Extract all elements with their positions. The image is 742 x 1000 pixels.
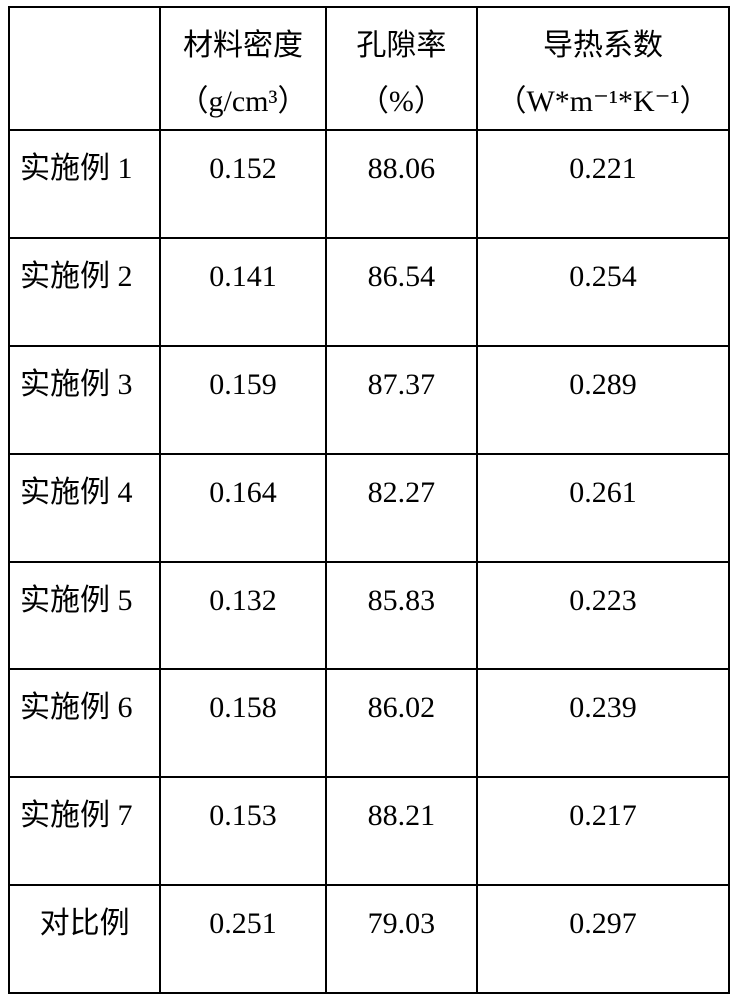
cell-porosity: 86.02 <box>326 669 477 777</box>
col-header-density-l2: （g/cm³） <box>167 74 319 130</box>
cell-porosity: 79.03 <box>326 885 477 993</box>
cell-porosity: 86.54 <box>326 238 477 346</box>
table-row: 实施例 1 0.152 88.06 0.221 <box>9 130 729 238</box>
row-label: 实施例 7 <box>9 777 160 885</box>
table-row: 实施例 5 0.132 85.83 0.223 <box>9 562 729 670</box>
table-row: 实施例 7 0.153 88.21 0.217 <box>9 777 729 885</box>
table-row: 实施例 4 0.164 82.27 0.261 <box>9 454 729 562</box>
cell-density: 0.251 <box>160 885 326 993</box>
cell-thermal: 0.223 <box>477 562 729 670</box>
row-label: 对比例 <box>9 885 160 993</box>
col-header-thermal-l1: 导热系数 <box>484 18 722 74</box>
cell-porosity: 87.37 <box>326 346 477 454</box>
col-header-density-l1: 材料密度 <box>167 18 319 74</box>
cell-thermal: 0.239 <box>477 669 729 777</box>
table-row: 实施例 3 0.159 87.37 0.289 <box>9 346 729 454</box>
cell-density: 0.141 <box>160 238 326 346</box>
page: 材料密度 （g/cm³） 孔隙率 （%） 导热系数 （W*m⁻¹*K⁻¹） 实施… <box>0 0 742 1000</box>
cell-density: 0.152 <box>160 130 326 238</box>
cell-thermal: 0.261 <box>477 454 729 562</box>
cell-density: 0.164 <box>160 454 326 562</box>
table-row: 对比例 0.251 79.03 0.297 <box>9 885 729 993</box>
cell-porosity: 88.06 <box>326 130 477 238</box>
table-row: 实施例 2 0.141 86.54 0.254 <box>9 238 729 346</box>
col-header-density: 材料密度 （g/cm³） <box>160 7 326 130</box>
row-label: 实施例 3 <box>9 346 160 454</box>
cell-thermal: 0.217 <box>477 777 729 885</box>
cell-thermal: 0.297 <box>477 885 729 993</box>
row-label: 实施例 6 <box>9 669 160 777</box>
row-label: 实施例 5 <box>9 562 160 670</box>
cell-porosity: 88.21 <box>326 777 477 885</box>
cell-porosity: 82.27 <box>326 454 477 562</box>
row-label: 实施例 2 <box>9 238 160 346</box>
cell-density: 0.159 <box>160 346 326 454</box>
cell-thermal: 0.289 <box>477 346 729 454</box>
col-header-thermal: 导热系数 （W*m⁻¹*K⁻¹） <box>477 7 729 130</box>
table-row: 实施例 6 0.158 86.02 0.239 <box>9 669 729 777</box>
cell-thermal: 0.254 <box>477 238 729 346</box>
row-label: 实施例 4 <box>9 454 160 562</box>
col-header-thermal-l2: （W*m⁻¹*K⁻¹） <box>484 74 722 130</box>
col-header-blank <box>9 7 160 130</box>
col-header-porosity: 孔隙率 （%） <box>326 7 477 130</box>
row-label: 实施例 1 <box>9 130 160 238</box>
cell-thermal: 0.221 <box>477 130 729 238</box>
cell-density: 0.132 <box>160 562 326 670</box>
col-header-porosity-l1: 孔隙率 <box>333 18 470 74</box>
table-body: 实施例 1 0.152 88.06 0.221 实施例 2 0.141 86.5… <box>9 130 729 993</box>
cell-density: 0.158 <box>160 669 326 777</box>
table-header-row: 材料密度 （g/cm³） 孔隙率 （%） 导热系数 （W*m⁻¹*K⁻¹） <box>9 7 729 130</box>
cell-density: 0.153 <box>160 777 326 885</box>
materials-table: 材料密度 （g/cm³） 孔隙率 （%） 导热系数 （W*m⁻¹*K⁻¹） 实施… <box>8 6 730 994</box>
col-header-porosity-l2: （%） <box>333 74 470 130</box>
cell-porosity: 85.83 <box>326 562 477 670</box>
